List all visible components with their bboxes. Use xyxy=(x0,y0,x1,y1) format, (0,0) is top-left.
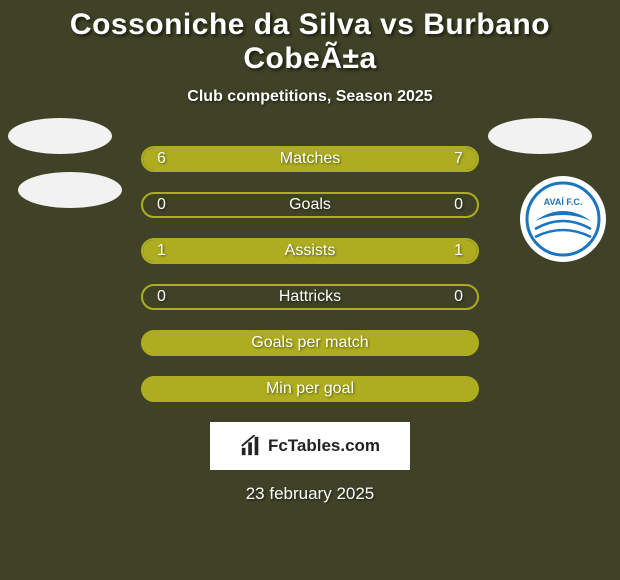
stat-value-right: 0 xyxy=(454,196,463,214)
stat-row: Goals per match xyxy=(0,330,620,356)
player-photo-placeholder xyxy=(488,118,592,154)
stat-label: Hattricks xyxy=(279,288,341,306)
date-text: 23 february 2025 xyxy=(0,484,620,504)
stat-value-right: 0 xyxy=(454,288,463,306)
stat-value-left: 0 xyxy=(157,196,166,214)
stat-label: Matches xyxy=(280,150,340,168)
club-badge-svg: AVAÍ F.C. xyxy=(525,181,601,257)
stat-value-left: 6 xyxy=(157,150,166,168)
stat-value-right: 7 xyxy=(454,150,463,168)
stat-label: Min per goal xyxy=(266,380,354,398)
stat-bar: Goals per match xyxy=(141,330,479,356)
stat-label: Goals per match xyxy=(251,334,368,352)
stat-value-left: 0 xyxy=(157,288,166,306)
stat-bar: 0 0 Hattricks xyxy=(141,284,479,310)
club-badge: AVAÍ F.C. xyxy=(520,176,606,262)
page-title: Cossoniche da Silva vs Burbano CobeÃ±a xyxy=(0,0,620,76)
stat-value-right: 1 xyxy=(454,242,463,260)
player-photo-placeholder xyxy=(18,172,122,208)
stat-label: Goals xyxy=(289,196,331,214)
stat-row: 0 0 Hattricks xyxy=(0,284,620,310)
bar-fill-left xyxy=(143,148,297,170)
stat-bar: Min per goal xyxy=(141,376,479,402)
watermark: FcTables.com xyxy=(210,422,410,470)
stat-row: Min per goal xyxy=(0,376,620,402)
player-photo-placeholder xyxy=(8,118,112,154)
chart-icon xyxy=(240,435,262,457)
stat-value-left: 1 xyxy=(157,242,166,260)
stat-bar: 6 7 Matches xyxy=(141,146,479,172)
stat-label: Assists xyxy=(285,242,336,260)
watermark-text: FcTables.com xyxy=(268,436,380,456)
club-badge-text: AVAÍ F.C. xyxy=(544,197,583,207)
stat-bar: 0 0 Goals xyxy=(141,192,479,218)
subtitle: Club competitions, Season 2025 xyxy=(0,88,620,106)
stat-bar: 1 1 Assists xyxy=(141,238,479,264)
